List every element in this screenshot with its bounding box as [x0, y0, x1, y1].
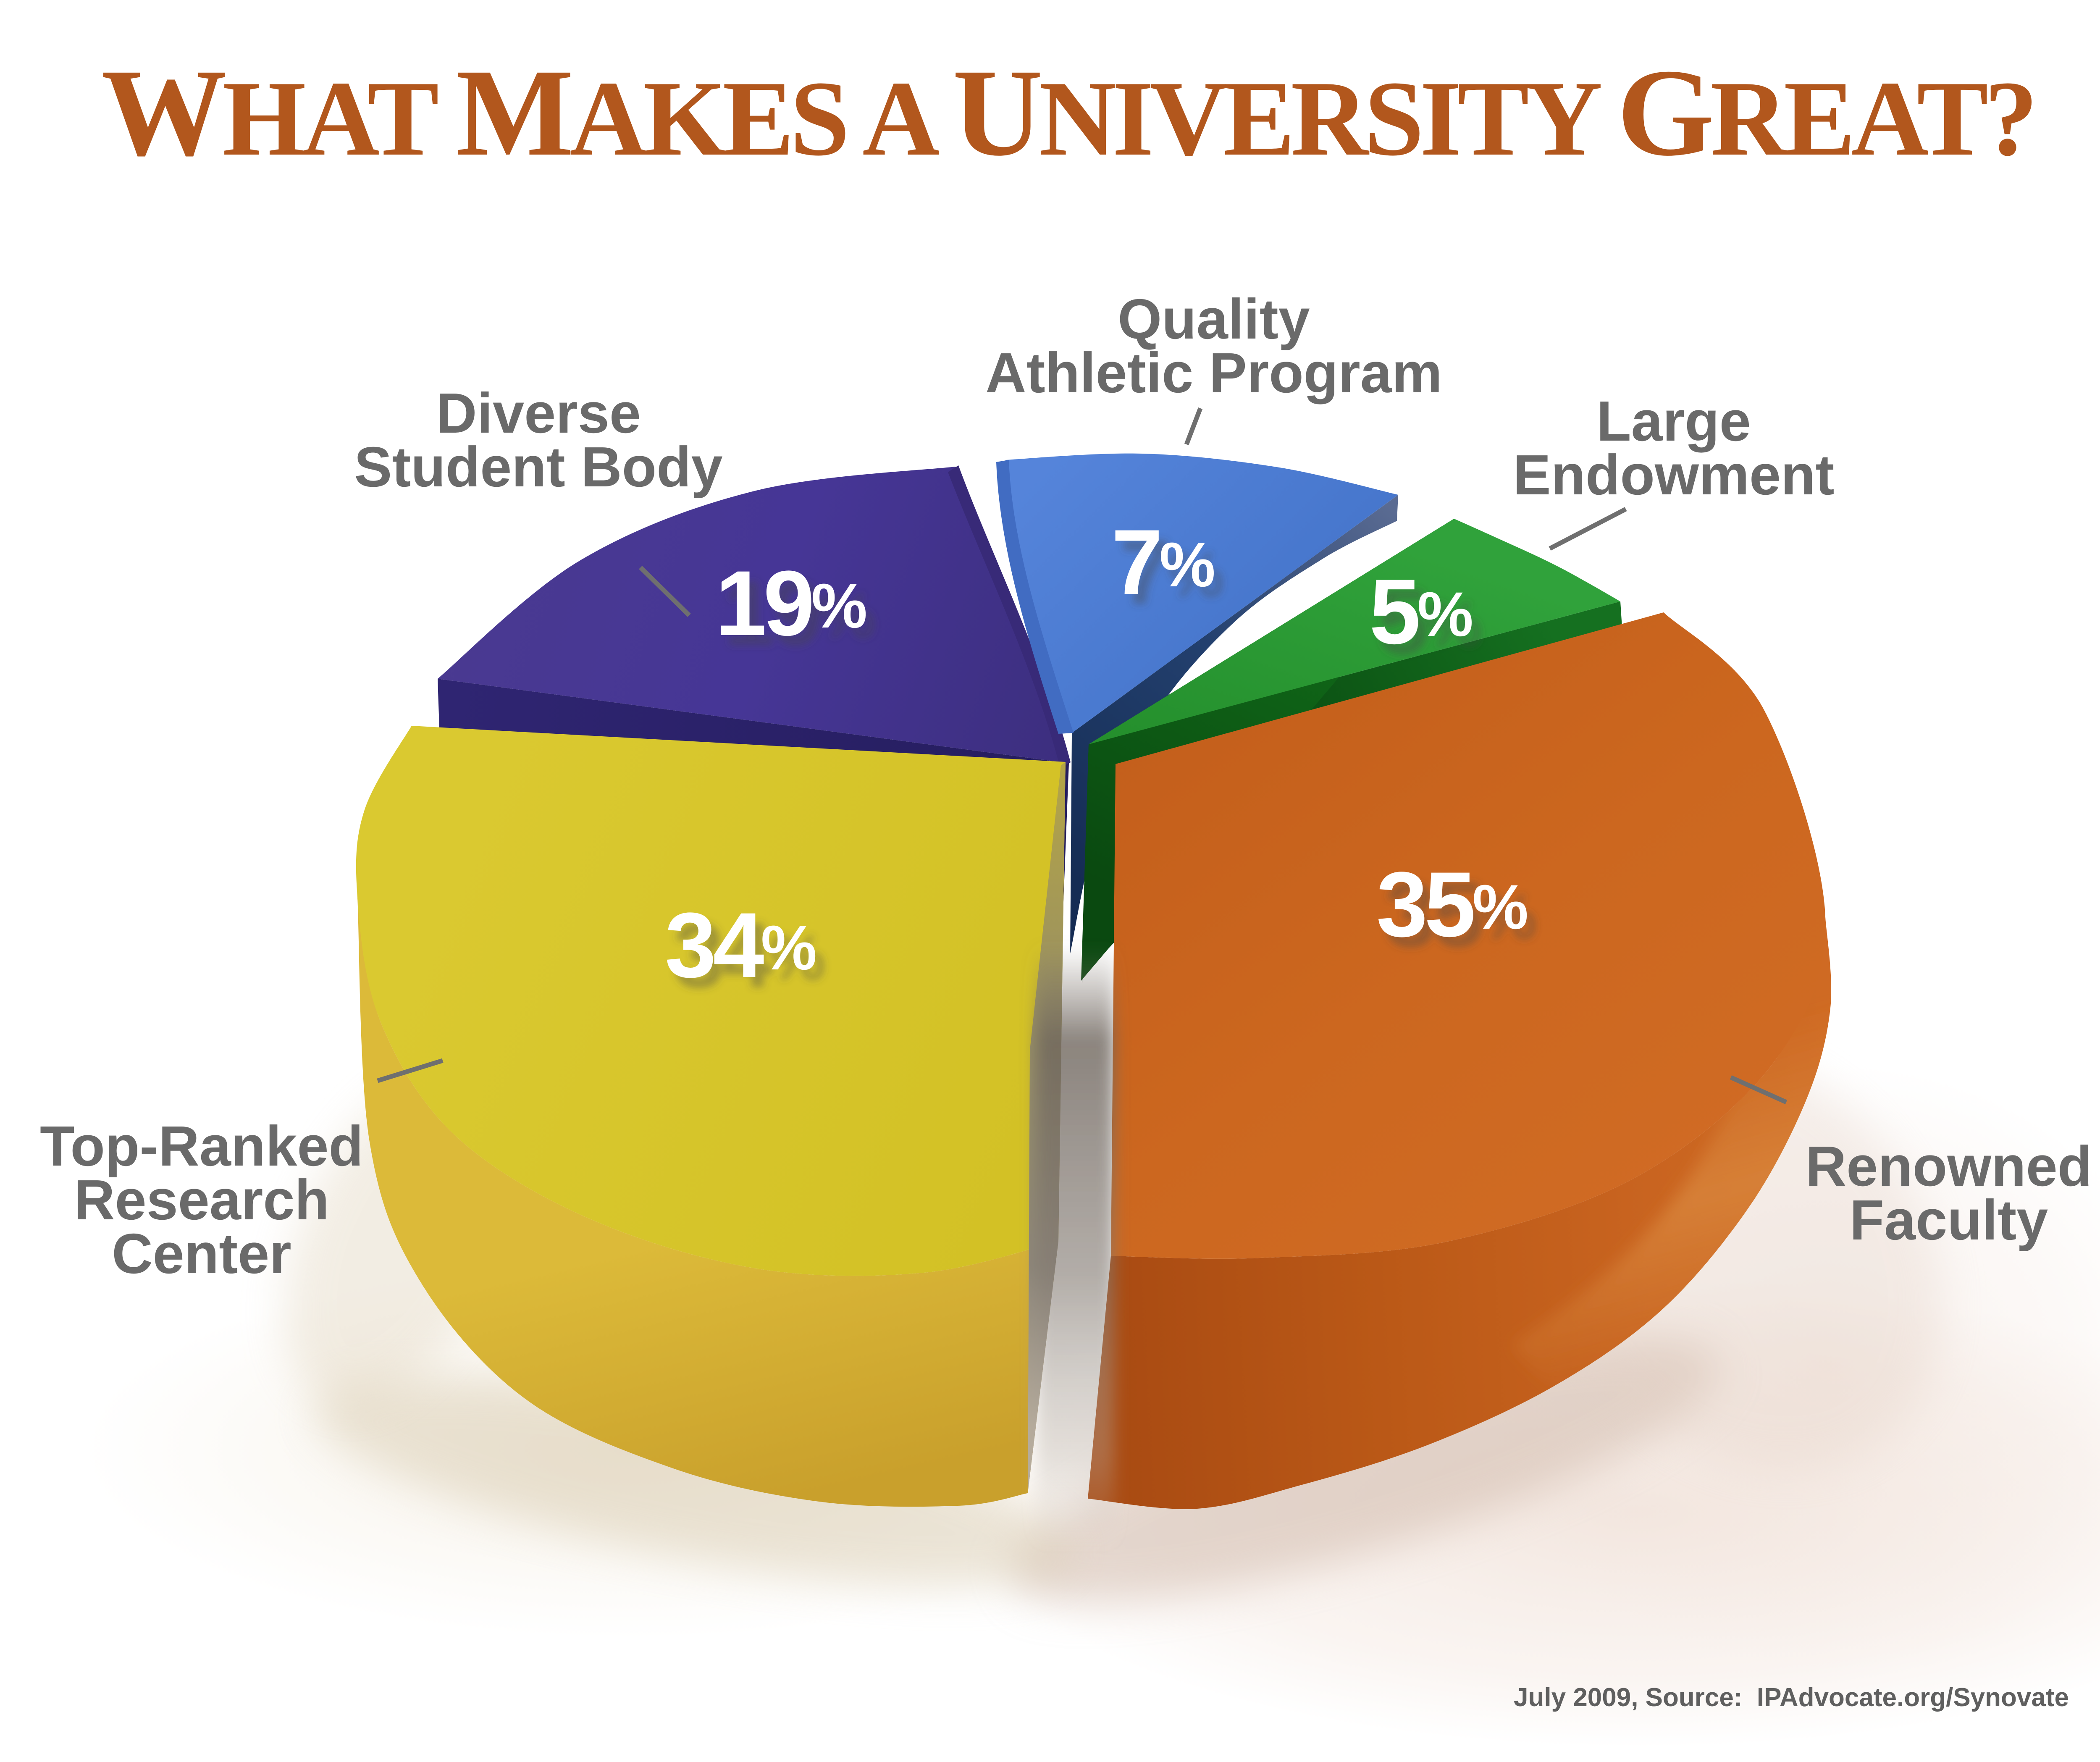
svg-text:Student Body: Student Body [354, 435, 722, 499]
svg-text:Renowned: Renowned [1806, 1134, 2092, 1198]
svg-text:Top-Ranked: Top-Ranked [40, 1114, 363, 1178]
svg-text:Athletic Program: Athletic Program [985, 341, 1442, 404]
svg-text:Center: Center [112, 1222, 291, 1285]
svg-text:Quality: Quality [1118, 287, 1310, 351]
svg-text:Faculty: Faculty [1850, 1188, 2048, 1252]
svg-text:Research: Research [74, 1168, 329, 1232]
svg-text:Large: Large [1596, 389, 1751, 453]
svg-text:WHAT MAKES A UNIVERSITY GREAT?: WHAT MAKES A UNIVERSITY GREAT? [102, 43, 2034, 182]
svg-text:Endowment: Endowment [1513, 443, 1835, 507]
svg-text:Diverse: Diverse [436, 381, 641, 445]
svg-text:July 2009, Source: IPAdvocate: July 2009, Source: IPAdvocate.org/Synova… [1514, 1683, 2069, 1712]
